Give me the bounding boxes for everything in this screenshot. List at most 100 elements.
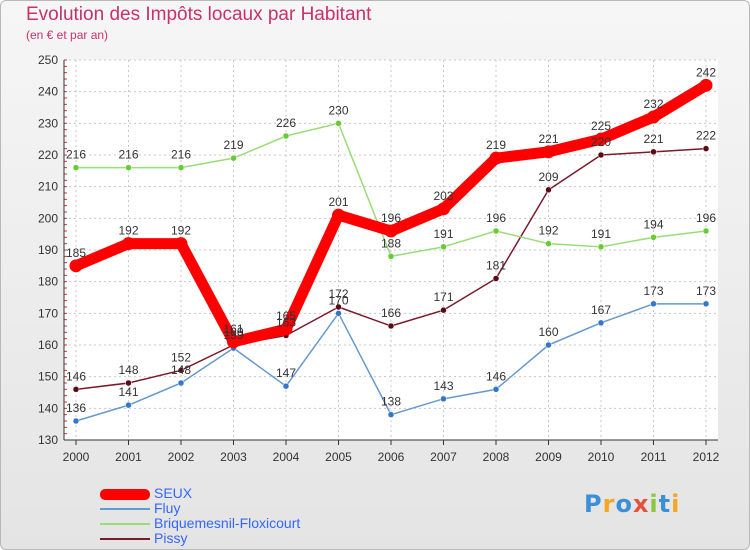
data-label-seux: 161 [223, 322, 243, 336]
data-label-briquemesnil-floxicourt: 196 [696, 211, 716, 225]
data-point-briquemesnil-floxicourt [335, 120, 342, 127]
data-label-pissy: 166 [381, 306, 401, 320]
y-tick-label: 180 [38, 275, 58, 289]
chart-title: Evolution des Impôts locaux par Habitant [26, 4, 372, 25]
data-label-pissy: 148 [118, 363, 138, 377]
data-label-pissy: 172 [328, 287, 348, 301]
y-tick-label: 210 [38, 180, 58, 194]
data-label-pissy: 163 [276, 316, 296, 330]
data-point-pissy [702, 145, 710, 152]
y-tick-label: 220 [38, 148, 58, 162]
data-point-briquemesnil-floxicourt [177, 164, 185, 171]
data-point-seux [437, 202, 450, 216]
data-point-pissy [492, 275, 500, 282]
data-point-briquemesnil-floxicourt [387, 253, 395, 260]
data-point-pissy [125, 379, 132, 387]
legend-label-briquemesnil: Briquemesnil-Floxicourt [154, 515, 301, 531]
x-tick-label: 2007 [430, 450, 457, 464]
x-tick-label: 2010 [588, 450, 615, 464]
data-point-pissy [387, 322, 395, 330]
legend-item-fluy: Fluy [100, 500, 360, 516]
data-point-pissy [72, 386, 80, 393]
data-label-pissy: 146 [66, 369, 86, 383]
data-point-seux [647, 110, 660, 124]
data-point-pissy [545, 186, 552, 194]
data-label-briquemesnil-floxicourt: 196 [486, 211, 506, 225]
data-label-fluy: 160 [538, 325, 558, 339]
data-point-fluy [335, 310, 342, 317]
data-point-briquemesnil-floxicourt [650, 234, 657, 241]
data-label-pissy: 171 [433, 290, 453, 304]
legend-swatch [100, 538, 150, 540]
data-label-fluy: 147 [276, 366, 296, 380]
x-tick-label: 2006 [378, 450, 405, 464]
data-label-seux: 219 [486, 138, 506, 152]
x-tick-label: 2001 [115, 450, 142, 464]
data-point-briquemesnil-floxicourt [440, 243, 447, 251]
data-label-briquemesnil-floxicourt: 194 [643, 217, 663, 231]
data-label-fluy: 167 [591, 303, 611, 317]
x-tick-label: 2005 [325, 450, 352, 464]
data-point-fluy [125, 401, 132, 409]
data-point-seux [279, 322, 293, 336]
data-label-briquemesnil-floxicourt: 226 [276, 116, 296, 130]
data-label-seux: 201 [328, 195, 348, 209]
data-point-briquemesnil-floxicourt [545, 240, 552, 247]
data-label-briquemesnil-floxicourt: 216 [66, 148, 86, 162]
data-label-seux: 185 [66, 246, 86, 260]
data-point-fluy [177, 379, 185, 387]
proxiti-logo: Proxiti [584, 490, 681, 518]
data-point-fluy [440, 395, 447, 403]
data-label-seux: 165 [276, 309, 296, 323]
data-label-fluy: 170 [328, 293, 348, 307]
data-label-pissy: 181 [486, 259, 506, 273]
data-label-briquemesnil-floxicourt: 191 [433, 227, 453, 241]
data-point-briquemesnil-floxicourt [702, 227, 710, 235]
data-label-seux: 203 [433, 189, 453, 203]
data-point-fluy [702, 300, 710, 308]
legend-label-seux: SEUX [154, 485, 193, 501]
x-tick-label: 2003 [220, 450, 247, 464]
legend-swatch [100, 488, 150, 500]
data-point-fluy [72, 417, 80, 425]
y-tick-label: 190 [38, 243, 58, 257]
y-tick-label: 160 [38, 338, 58, 352]
legend-label-pissy: Pissy [154, 530, 188, 546]
legend-item-seux: SEUX [100, 485, 360, 501]
data-label-briquemesnil-floxicourt: 191 [591, 227, 611, 241]
data-point-pissy [335, 303, 342, 311]
y-tick-label: 150 [38, 370, 58, 384]
data-label-fluy: 159 [223, 328, 243, 342]
data-point-seux [332, 208, 345, 222]
x-tick-label: 2009 [535, 450, 562, 464]
data-point-fluy [597, 319, 605, 327]
data-point-seux [122, 237, 135, 251]
data-point-fluy [545, 341, 552, 349]
chart-subtitle: (en € et par an) [26, 28, 109, 42]
y-tick-label: 170 [38, 306, 58, 320]
data-point-briquemesnil-floxicourt [230, 154, 237, 162]
x-tick-label: 2004 [273, 450, 300, 464]
data-label-fluy: 146 [486, 369, 506, 383]
legend-label-fluy: Fluy [154, 500, 181, 516]
data-label-fluy: 173 [643, 284, 663, 298]
y-tick-label: 200 [38, 211, 58, 225]
y-tick-label: 250 [38, 53, 58, 67]
data-label-fluy: 141 [118, 385, 138, 399]
legend-item-briquemesnil: Briquemesnil-Floxicourt [100, 515, 360, 531]
data-point-fluy [492, 386, 500, 393]
data-point-fluy [282, 382, 290, 390]
data-label-briquemesnil-floxicourt: 216 [171, 148, 191, 162]
y-tick-label: 240 [38, 85, 58, 99]
data-label-seux: 221 [538, 132, 558, 146]
data-point-seux [69, 259, 83, 273]
data-label-seux: 196 [381, 211, 401, 225]
data-point-seux [594, 132, 608, 146]
data-label-seux: 242 [696, 65, 716, 79]
data-point-briquemesnil-floxicourt [597, 243, 605, 251]
x-tick-label: 2011 [641, 450, 667, 464]
data-point-pissy [650, 148, 657, 156]
data-point-pissy [597, 151, 605, 159]
data-label-pissy: 160 [223, 325, 243, 339]
